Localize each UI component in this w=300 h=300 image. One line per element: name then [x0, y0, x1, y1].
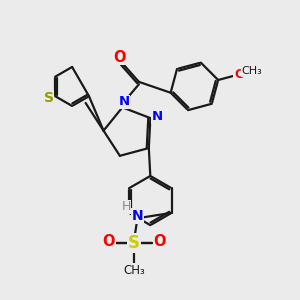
Text: CH₃: CH₃ — [241, 66, 262, 76]
Text: H: H — [121, 200, 131, 213]
Text: S: S — [44, 91, 54, 105]
Text: CH₃: CH₃ — [123, 264, 145, 277]
Text: O: O — [113, 50, 126, 65]
Text: N: N — [131, 209, 143, 223]
Text: N: N — [118, 95, 130, 109]
Text: S: S — [128, 234, 140, 252]
Text: O: O — [153, 234, 166, 249]
Text: O: O — [234, 68, 244, 81]
Text: N: N — [152, 110, 163, 123]
Text: O: O — [102, 234, 115, 249]
